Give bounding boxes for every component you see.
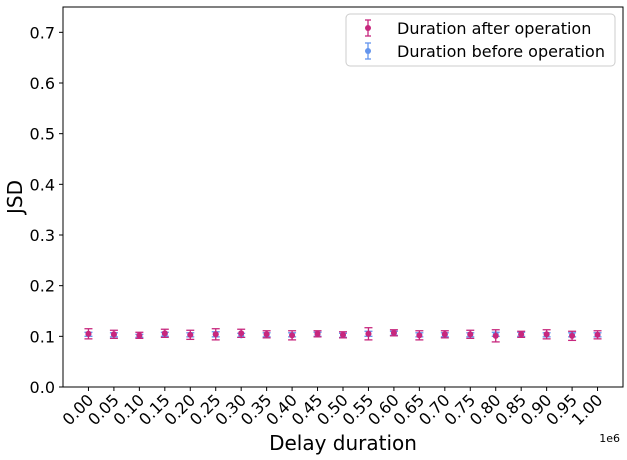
data-point bbox=[263, 331, 270, 338]
data-point bbox=[340, 331, 346, 338]
plot-area bbox=[84, 327, 602, 343]
data-point bbox=[543, 331, 550, 338]
data-point bbox=[467, 331, 474, 338]
legend-marker bbox=[365, 48, 371, 54]
data-point bbox=[136, 332, 143, 339]
data-point bbox=[238, 330, 245, 337]
series-1 bbox=[84, 327, 602, 343]
data-point bbox=[289, 332, 296, 339]
x-axis-offset-label: 1e6 bbox=[599, 432, 620, 445]
data-point bbox=[314, 330, 321, 337]
data-point bbox=[594, 331, 601, 338]
data-point bbox=[492, 332, 499, 339]
data-point bbox=[85, 330, 92, 337]
data-point bbox=[441, 331, 448, 338]
y-tick-label: 0.1 bbox=[30, 327, 55, 346]
data-point bbox=[569, 332, 576, 339]
y-tick-label: 0.4 bbox=[30, 175, 55, 194]
legend-box bbox=[345, 13, 616, 67]
data-point bbox=[161, 330, 168, 337]
y-tick-label: 0.5 bbox=[30, 125, 55, 144]
data-point bbox=[212, 331, 219, 338]
x-axis-label: Delay duration bbox=[269, 431, 417, 455]
y-tick-label: 0.7 bbox=[30, 23, 55, 42]
x-axis: 0.000.050.100.150.200.250.300.350.400.45… bbox=[59, 387, 607, 429]
legend-label: Duration before operation bbox=[397, 42, 605, 61]
legend-label: Duration after operation bbox=[397, 19, 591, 38]
y-tick-label: 0.6 bbox=[30, 74, 55, 93]
legend-marker bbox=[365, 25, 371, 31]
data-point bbox=[365, 330, 372, 337]
y-tick-label: 0.2 bbox=[30, 277, 55, 296]
data-point bbox=[110, 331, 117, 338]
x-tick-label: 1.00 bbox=[568, 390, 607, 429]
y-axis: 0.0 0.1 0.2 0.3 0.4 0.5 0.6 0.7 bbox=[30, 23, 63, 397]
data-point bbox=[416, 332, 423, 339]
legend: Duration after operation Duration before … bbox=[345, 13, 616, 67]
data-point bbox=[390, 329, 397, 336]
y-tick-label: 0.3 bbox=[30, 226, 55, 245]
data-point bbox=[187, 331, 194, 338]
y-tick-label: 0.0 bbox=[30, 378, 55, 397]
data-point bbox=[518, 331, 525, 338]
y-axis-label: JSD bbox=[3, 180, 27, 216]
